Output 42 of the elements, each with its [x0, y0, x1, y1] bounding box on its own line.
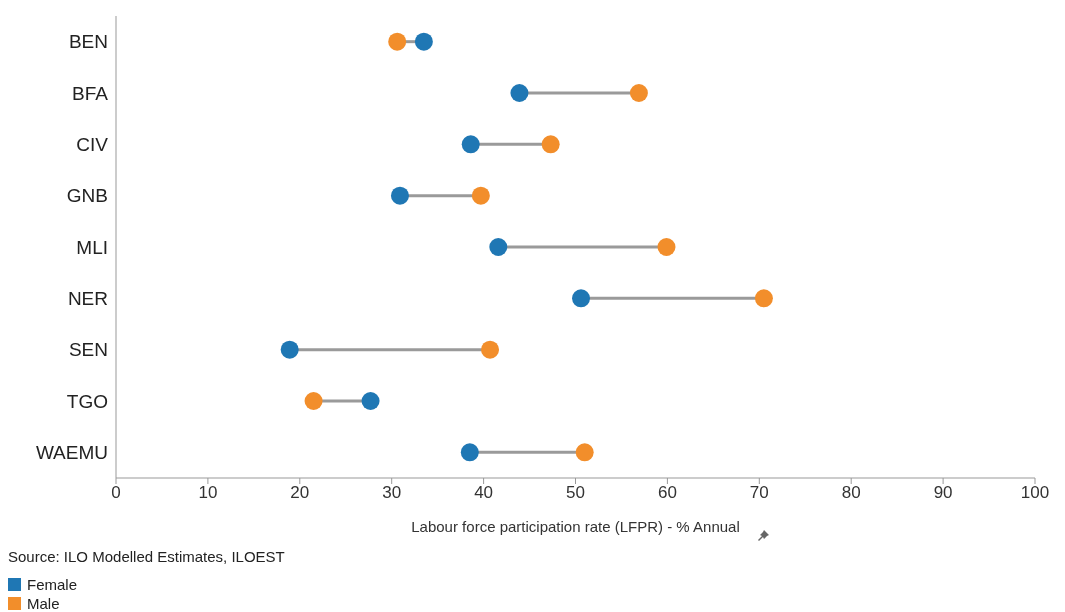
x-tick-label: 0	[111, 483, 121, 503]
point	[489, 238, 508, 256]
y-tick-label: WAEMU	[35, 442, 108, 464]
point	[572, 289, 591, 308]
x-tick-label: 30	[382, 483, 402, 503]
point	[754, 289, 773, 308]
point	[390, 186, 409, 205]
point	[471, 186, 490, 205]
legend-label: Female	[27, 576, 78, 593]
y-tick-label: BEN	[68, 31, 108, 53]
point	[461, 135, 480, 154]
x-tick-label: 80	[841, 483, 861, 503]
point	[361, 392, 380, 410]
point	[629, 84, 648, 102]
point	[481, 340, 500, 359]
y-tick-label: BFA	[72, 82, 109, 104]
point	[280, 340, 299, 359]
y-tick-label: MLI	[76, 236, 108, 258]
point	[388, 32, 407, 51]
y-tick-label: NER	[67, 288, 108, 310]
x-tick-label: 20	[290, 483, 310, 503]
source-note: Source: ILO Modelled Estimates, ILOEST	[8, 548, 286, 565]
x-tick-label: 60	[657, 483, 677, 503]
legend-label: Male	[27, 595, 60, 612]
x-tick-label: 100	[1020, 483, 1050, 503]
point	[460, 443, 479, 462]
point	[304, 392, 323, 410]
x-tick-label: 10	[198, 483, 218, 503]
y-tick-label: GNB	[66, 185, 108, 207]
y-tick-label: SEN	[68, 339, 108, 361]
point	[510, 84, 529, 102]
x-tick-label: 40	[474, 483, 494, 503]
point	[575, 443, 594, 462]
y-tick-label: CIV	[76, 134, 109, 156]
point	[414, 32, 433, 51]
x-tick-label: 70	[749, 483, 769, 503]
x-axis-title: Labour force participation rate (LFPR) - % Annual	[411, 518, 740, 535]
x-tick-label: 90	[933, 483, 953, 503]
x-tick-label: 50	[566, 483, 585, 503]
y-tick-label: TGO	[66, 390, 108, 412]
point	[657, 238, 676, 256]
point	[541, 135, 560, 154]
